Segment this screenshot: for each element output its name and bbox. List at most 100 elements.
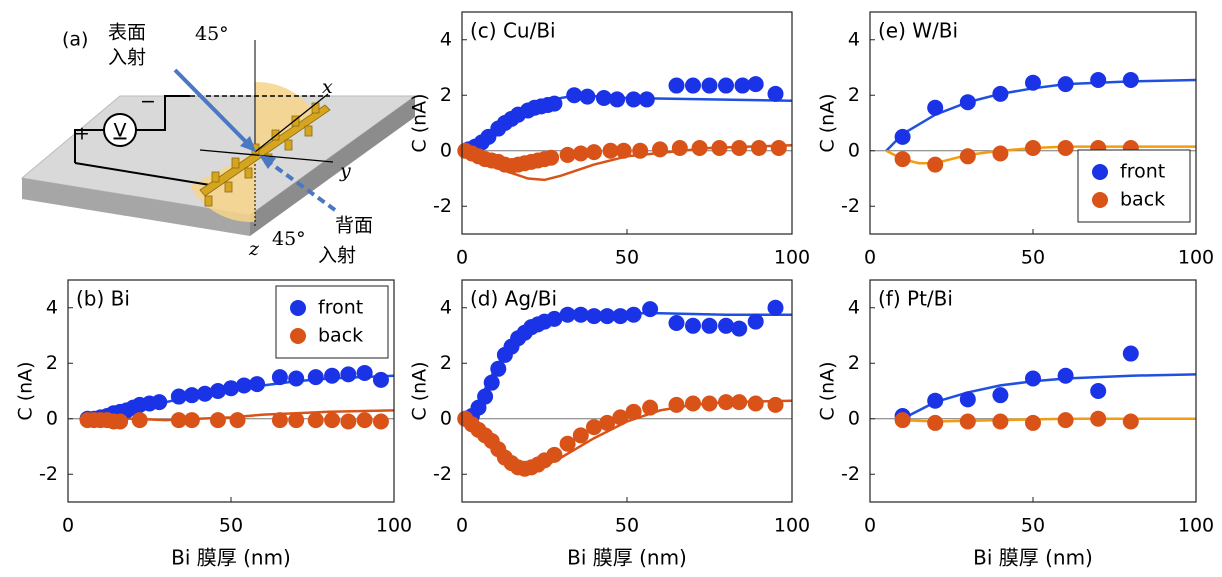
plus-label: + <box>74 123 90 145</box>
data-point <box>768 300 784 316</box>
data-point <box>768 86 784 102</box>
data-point <box>1123 72 1139 88</box>
meter-label: V <box>114 120 127 142</box>
data-point <box>927 393 943 409</box>
y-tick-label: 0 <box>46 407 58 429</box>
panel-title: (b) Bi <box>76 287 130 311</box>
data-point <box>249 376 265 392</box>
data-point <box>626 307 642 323</box>
data-point <box>579 89 595 105</box>
data-point <box>642 400 658 416</box>
data-point <box>685 318 701 334</box>
data-point <box>718 78 734 94</box>
data-point <box>1025 75 1041 91</box>
x-tick-label: 0 <box>864 515 876 537</box>
data-point <box>308 369 324 385</box>
data-point <box>652 141 668 157</box>
y-tick-label: -2 <box>433 195 452 217</box>
y-tick-label: 0 <box>848 139 860 161</box>
data-point <box>1025 415 1041 431</box>
panel-title: (d) Ag/Bi <box>470 287 557 311</box>
legend-marker <box>290 300 306 316</box>
y-tick-label: 2 <box>440 352 452 374</box>
data-point <box>484 375 500 391</box>
data-point <box>272 369 288 385</box>
y-tick-label: 2 <box>46 352 58 374</box>
data-point <box>560 436 576 452</box>
x-tick-label: 50 <box>615 247 639 269</box>
diagram: V + − (a) 表面 入射 45° 背面 入射 45° x y z <box>22 22 415 267</box>
data-point <box>1123 414 1139 430</box>
y-tick-label: 2 <box>440 84 452 106</box>
data-point <box>573 427 589 443</box>
legend-marker <box>1092 192 1108 208</box>
data-point <box>927 157 943 173</box>
data-point <box>626 404 642 420</box>
data-point <box>692 140 708 156</box>
y-tick-label: -2 <box>841 195 860 217</box>
x-tick-label: 0 <box>456 247 468 269</box>
legend-label: back <box>318 325 363 347</box>
data-point <box>288 371 304 387</box>
data-point <box>960 414 976 430</box>
data-point <box>373 414 389 430</box>
panel-title: (c) Cu/Bi <box>470 19 556 43</box>
y-tick-label: -2 <box>841 463 860 485</box>
legend-label: back <box>1120 189 1165 211</box>
data-point <box>895 151 911 167</box>
x-tick-label: 0 <box>62 515 74 537</box>
data-point <box>1090 383 1106 399</box>
panel-title: (e) W/Bi <box>878 19 958 43</box>
axis-name: z <box>248 238 260 260</box>
data-point <box>672 140 688 156</box>
data-point <box>1025 371 1041 387</box>
data-point <box>731 140 747 156</box>
data-point <box>748 314 764 330</box>
data-point <box>1058 412 1074 428</box>
x-axis-label: Bi 膜厚 (nm) <box>973 546 1093 570</box>
data-point <box>546 96 562 112</box>
data-point <box>685 395 701 411</box>
panel: -2024050100(b) BiC (nA)Bi 膜厚 (nm)frontba… <box>15 280 413 570</box>
data-point <box>1090 72 1106 88</box>
data-point <box>702 395 718 411</box>
data-point <box>546 447 562 463</box>
back-label: 背面 <box>335 215 373 237</box>
legend-label: front <box>318 297 363 319</box>
x-axis-label: Bi 膜厚 (nm) <box>171 546 291 570</box>
data-point <box>1058 368 1074 384</box>
data-point <box>731 394 747 410</box>
back-label: 入射 <box>318 245 356 267</box>
x-tick-label: 50 <box>1021 247 1045 269</box>
fit-line <box>903 374 1196 418</box>
data-point <box>609 91 625 107</box>
data-point <box>748 76 764 92</box>
y-tick-label: 0 <box>440 139 452 161</box>
panel-label: (a) <box>62 29 88 51</box>
data-point <box>1123 346 1139 362</box>
y-tick-label: 4 <box>848 28 860 50</box>
front-label: 入射 <box>108 47 146 69</box>
data-point <box>731 321 747 337</box>
data-point <box>960 94 976 110</box>
data-point <box>1025 140 1041 156</box>
data-point <box>669 397 685 413</box>
y-axis-label: C (nA) <box>15 361 37 420</box>
data-point <box>324 368 340 384</box>
data-point <box>927 415 943 431</box>
angle-label: 45° <box>195 23 229 45</box>
y-tick-label: 4 <box>440 296 452 318</box>
data-point <box>711 140 727 156</box>
legend-label: front <box>1120 161 1165 183</box>
data-point <box>477 389 493 405</box>
legend-marker <box>1092 164 1108 180</box>
data-point <box>543 150 559 166</box>
data-point <box>992 414 1008 430</box>
x-tick-label: 0 <box>864 247 876 269</box>
y-tick-label: 0 <box>440 407 452 429</box>
x-tick-label: 0 <box>456 515 468 537</box>
y-tick-label: 2 <box>848 352 860 374</box>
